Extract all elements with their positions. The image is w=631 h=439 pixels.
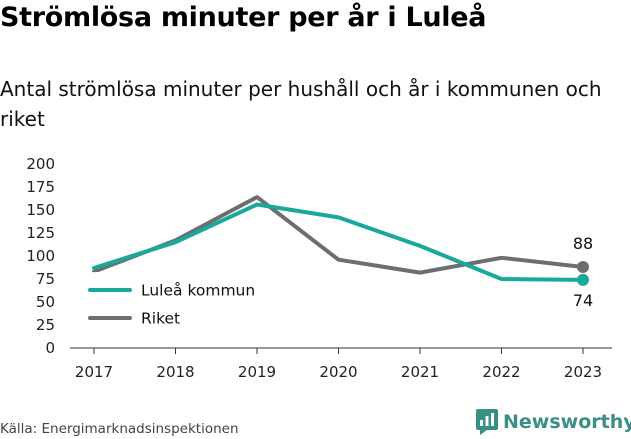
newsworthy-logo-icon [476, 409, 498, 435]
legend-label: Riket [141, 310, 180, 328]
source-note: Källa: Energimarknadsinspektionen [0, 421, 239, 437]
series-end-point [577, 273, 589, 286]
chart-end-labels: 88 74 [573, 234, 593, 310]
end-value-label: 88 [573, 234, 593, 253]
series-line [92, 202, 585, 282]
chart-title: Strömlösa minuter per år i Luleå [0, 2, 487, 33]
y-tick-label: 50 [36, 293, 55, 311]
y-tick-label: 175 [26, 178, 55, 196]
brand-name: Newsworthy [503, 411, 631, 433]
end-value-label: 74 [573, 291, 593, 310]
chart-series [92, 195, 589, 286]
x-tick-label: 2017 [75, 363, 113, 381]
x-tick-label: 2023 [564, 363, 602, 381]
chart-subtitle: Antal strömlösa minuter per hushåll och … [0, 77, 602, 131]
chart-axes: 0 25 50 75 100 125 150 175 200 2017 2018 2019 2020 20… [26, 155, 612, 381]
y-tick-label: 75 [36, 270, 55, 288]
x-tick-label: 2018 [156, 363, 194, 381]
y-tick-label: 125 [26, 224, 55, 242]
x-tick-label: 2021 [401, 363, 439, 381]
legend-background [80, 272, 282, 334]
y-tick-label: 0 [45, 339, 55, 357]
series-line [92, 195, 585, 275]
y-tick-label: 100 [26, 247, 55, 265]
x-tick-label: 2022 [482, 363, 520, 381]
line-chart: 0 25 50 75 100 125 150 175 200 2017 2018 2019 2020 20… [26, 155, 612, 381]
brand-logo: Newsworthy [476, 409, 631, 435]
y-tick-label: 25 [36, 316, 55, 334]
series-end-point [577, 261, 589, 274]
x-tick-label: 2019 [238, 363, 276, 381]
y-tick-label: 150 [26, 201, 55, 219]
y-tick-label: 200 [26, 155, 55, 173]
chart-legend: Luleå kommun Riket [80, 272, 282, 334]
x-tick-label: 2020 [319, 363, 357, 381]
legend-label: Luleå kommun [141, 282, 255, 300]
